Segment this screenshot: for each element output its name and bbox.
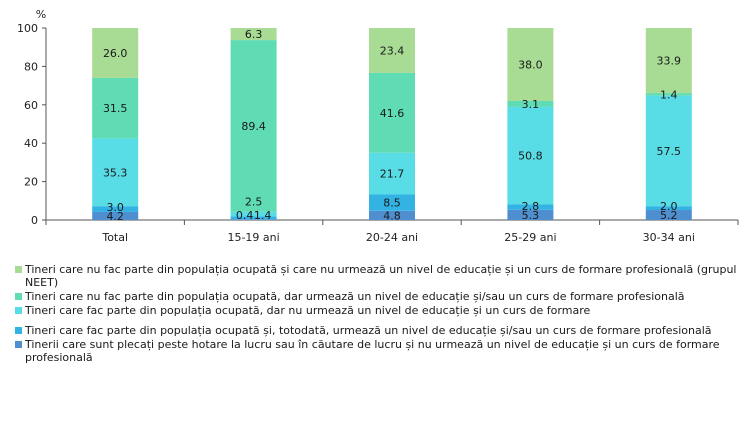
data-labels: 4.23.035.331.526.00.4 1.42.589.46.34.88.5…: [103, 28, 681, 223]
data-label: 1.4: [660, 88, 678, 101]
bar-segment: [507, 100, 554, 107]
legend-item: Tineri care nu fac parte din populația o…: [14, 290, 744, 303]
data-label: 57.5: [657, 145, 682, 158]
data-label: 41.6: [380, 107, 405, 120]
legend-swatch: [15, 341, 22, 348]
bar-segment: [92, 206, 139, 212]
legend-swatch: [15, 293, 22, 300]
bar-segment: [92, 77, 139, 139]
bar-segment: [507, 209, 554, 220]
data-label: 3.0: [106, 201, 124, 214]
y-tick-label: 0: [31, 214, 38, 227]
x-tick-label: Total: [101, 231, 128, 244]
data-label: 31.5: [103, 102, 128, 115]
data-label: 38.0: [518, 58, 543, 71]
bar-segment: [230, 28, 277, 41]
stacked-bar-chart: % 0 20 40 60 80 100 Total 15-19 ani 20-24 ani 25-…: [17, 8, 739, 244]
bar-segment: [369, 152, 415, 195]
legend-swatch: [15, 327, 22, 334]
data-label: 0.4: [236, 209, 254, 222]
bar-segment: [645, 206, 692, 211]
bar-segment: [369, 210, 415, 220]
bar-segment: [230, 40, 277, 212]
legend-item: Tinerii care sunt plecați peste hotare l…: [14, 338, 744, 364]
data-label: 4.8: [383, 209, 401, 222]
bar-segment: [369, 28, 415, 73]
legend-item: Tineri care fac parte din populația ocup…: [14, 324, 744, 337]
bar-segment: [507, 106, 554, 205]
bar-segment: [92, 211, 139, 220]
bar-segment: [92, 28, 139, 78]
y-tick-label: 40: [24, 137, 38, 150]
bar-segment: [645, 210, 692, 220]
y-tick-label: 100: [17, 22, 38, 35]
data-label: 6.3: [245, 28, 263, 41]
data-label: 2.8: [522, 200, 540, 213]
data-label: 2.5: [245, 196, 263, 209]
x-tick-label: 15-19 ani: [227, 231, 279, 244]
y-tick-label: 20: [24, 176, 38, 189]
x-tick-label: 25-29 ani: [504, 231, 556, 244]
data-label: 33.9: [657, 55, 682, 68]
legend-label: Tineri care fac parte din populația ocup…: [25, 304, 591, 317]
legend-label: Tinerii care sunt plecați peste hotare l…: [25, 338, 720, 364]
bar-segment: [645, 95, 692, 207]
axes: 0 20 40 60 80 100 Total 15-19 ani 20-24 ani 25-29…: [17, 22, 739, 244]
data-label: 23.4: [380, 44, 405, 57]
data-label: 3.1: [522, 98, 540, 111]
bar-segment: [92, 138, 139, 207]
bar-segment: [230, 219, 277, 220]
bar-segment: [230, 211, 277, 217]
legend-label: Tineri care nu fac parte din populația o…: [25, 290, 685, 303]
data-label: 4.2: [106, 210, 124, 223]
data-label: 5.3: [522, 209, 540, 222]
x-tick-label: 20-24 ani: [366, 231, 418, 244]
data-label: 26.0: [103, 47, 128, 60]
legend: Tineri care nu fac parte din populația o…: [14, 263, 744, 365]
legend-swatch: [15, 266, 22, 273]
y-tick-label: 60: [24, 99, 38, 112]
bar-segment: [369, 72, 415, 153]
bar-segment: [645, 93, 692, 96]
data-label: 89.4: [241, 120, 266, 133]
y-axis-unit-label: %: [36, 8, 46, 21]
bar-segment: [645, 28, 692, 94]
data-label: 2.0: [660, 200, 678, 213]
bar-segment: [507, 28, 554, 101]
bar-segment: [369, 194, 415, 211]
data-label: 8.5: [383, 197, 401, 210]
bar-segment: [507, 204, 554, 210]
legend-label: Tineri care nu fac parte din populația o…: [25, 263, 737, 289]
bars: [92, 28, 692, 220]
data-label: 50.8: [518, 150, 543, 163]
legend-item: Tineri care fac parte din populația ocup…: [14, 304, 744, 317]
bar-segment: [230, 216, 277, 220]
y-tick-label: 80: [24, 60, 38, 73]
legend-item: Tineri care nu fac parte din populația o…: [14, 263, 744, 289]
x-tick-label: 30-34 ani: [643, 231, 695, 244]
legend-swatch: [15, 307, 22, 314]
data-label: 1.4: [254, 209, 272, 222]
data-label: 5.2: [660, 209, 678, 222]
data-label: 35.3: [103, 166, 128, 179]
legend-label: Tineri care fac parte din populația ocup…: [25, 324, 712, 337]
data-label: 21.7: [380, 168, 405, 181]
